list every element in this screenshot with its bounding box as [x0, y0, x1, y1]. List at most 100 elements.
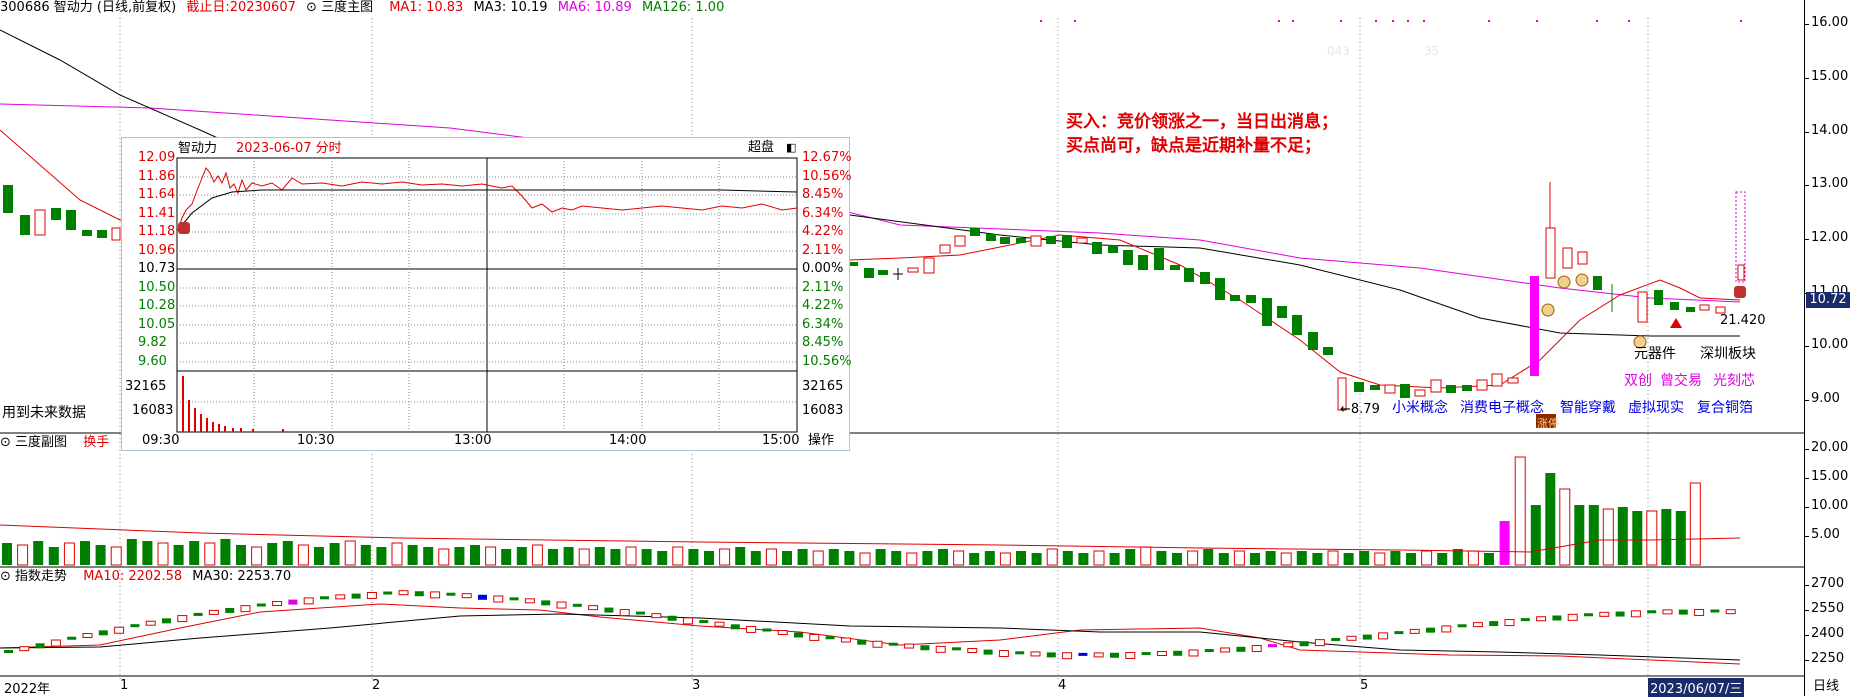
index-candle — [1314, 639, 1325, 647]
stock-title[interactable]: 300686 智动力 (日线,前复权) — [0, 0, 177, 15]
intraday-price-tick: 9.82 — [138, 335, 167, 350]
chevron-down-icon: ⊙ — [0, 435, 11, 450]
volume-bar — [1280, 552, 1292, 566]
window-restore-icon[interactable]: ◧ — [786, 141, 797, 154]
index-candle — [872, 640, 883, 648]
volume-bar — [704, 551, 714, 565]
volume-bar — [765, 548, 777, 566]
idx-ma10-value: MA10: 2202.58 — [83, 569, 183, 584]
volume-bar — [1250, 553, 1260, 565]
index-candle — [556, 601, 567, 609]
index-candle — [430, 591, 441, 599]
index-candle — [730, 624, 740, 630]
volume-bar — [891, 551, 902, 565]
index-candle — [682, 617, 693, 625]
concept-tag-6[interactable]: 智能穿戴 — [1560, 400, 1616, 416]
index-candle — [1078, 652, 1088, 656]
index-panel-selector[interactable]: ⊙ 指数走势 — [0, 569, 68, 584]
index-candle — [1409, 628, 1420, 634]
index-candle — [208, 609, 219, 615]
volume-bar — [1016, 551, 1026, 565]
volume-bar — [1187, 550, 1199, 566]
index-candle — [1251, 645, 1262, 653]
date-cursor-label: 2023/06/07/三 — [1648, 678, 1745, 697]
volume-bar — [1390, 551, 1401, 565]
main-panel-selector[interactable]: ⊙ 三度主图 — [306, 0, 374, 15]
index-candle — [19, 646, 30, 652]
index-candle — [809, 633, 820, 641]
vol-tick-5: 5.00 — [1811, 527, 1840, 542]
index-candle — [1125, 651, 1136, 659]
volume-bar — [236, 545, 246, 565]
kline-chart[interactable] — [0, 0, 1804, 696]
volume-bar — [33, 541, 44, 565]
index-candle — [1472, 622, 1483, 628]
volume-bar — [1233, 550, 1245, 566]
index-candle — [857, 639, 867, 645]
concept-tag-3[interactable]: 光刻芯 — [1713, 373, 1755, 389]
vol-tick-15: 15.00 — [1811, 469, 1849, 484]
concept-tag-5[interactable]: 消费电子概念 — [1460, 400, 1544, 416]
concept-tag-1[interactable]: 双创 — [1624, 373, 1652, 389]
volume-bar — [625, 546, 637, 566]
index-candle — [1156, 651, 1167, 657]
volume-bar — [1172, 553, 1182, 565]
intraday-mode[interactable]: 超盘 — [748, 140, 775, 155]
volume-bar — [407, 545, 418, 565]
index-candle — [1552, 615, 1562, 621]
intraday-price-tick: 10.50 — [138, 279, 176, 295]
volume-bar — [1437, 553, 1448, 565]
idx-tick-2700: 2700 — [1811, 576, 1845, 591]
volume-bar — [844, 551, 855, 565]
volume-bar — [859, 552, 871, 566]
time-label-5: 15:00 — [762, 433, 800, 448]
volume-bar — [1602, 508, 1614, 566]
volume-panel-header: ⊙ 三度副图 换手 — [0, 435, 115, 451]
board-label-1[interactable]: 元器件 — [1634, 346, 1676, 362]
intraday-price-tick: 9.60 — [138, 353, 167, 369]
concept-tag-2[interactable]: 曾交易 — [1660, 373, 1702, 389]
concept-tag-8[interactable]: 复合铜箔 — [1697, 400, 1753, 416]
period-label[interactable]: 日线 — [1813, 679, 1840, 694]
price-tick-15: 15.00 — [1811, 69, 1849, 84]
intraday-title: 2023-06-07 分时 — [236, 141, 342, 156]
volume-panel-selector[interactable]: ⊙ 三度副图 — [0, 435, 68, 450]
vol-ma-line — [0, 524, 1741, 553]
operate-button[interactable]: 操作 — [808, 433, 835, 448]
volume-bar — [531, 544, 543, 566]
index-candle — [478, 594, 487, 600]
index-candle — [461, 593, 472, 599]
volume-bar — [719, 548, 731, 566]
intraday-vol-mid-left: 16083 — [132, 403, 174, 418]
idx-ma30-line — [0, 613, 1741, 661]
future-data-note: 用到未来数据 — [2, 405, 86, 421]
volume-bar — [1046, 548, 1058, 566]
index-candle — [714, 621, 725, 627]
intraday-popup[interactable]: 智动力 2023-06-07 分时 超盘 ◧ 12.09 11.86 11.64 11… — [121, 137, 852, 451]
faint-text-2: 35 — [1424, 44, 1440, 58]
index-candle — [1615, 611, 1625, 617]
ma1-value: MA1: 10.83 — [389, 0, 464, 15]
volume-bar — [922, 551, 933, 565]
volume-bar — [1125, 549, 1136, 565]
limit-up-badge: 涨停 — [1537, 417, 1559, 430]
idx-tick-2550: 2550 — [1811, 601, 1845, 616]
volume-bar — [1156, 551, 1167, 565]
index-candle — [1141, 652, 1151, 656]
price-axis[interactable]: 16.00 15.00 14.00 13.00 12.00 11.00 10.0… — [1804, 0, 1850, 696]
index-candle — [288, 599, 298, 605]
index-candle — [1110, 652, 1119, 658]
index-candle — [746, 625, 757, 633]
volume-bar — [1218, 553, 1229, 565]
concept-tag-7[interactable]: 虚拟现实 — [1628, 400, 1684, 416]
volume-bar — [80, 541, 90, 565]
index-candle — [1204, 649, 1214, 653]
price-tick-10: 10.00 — [1811, 337, 1849, 352]
concept-tag-4[interactable]: 小米概念 — [1392, 400, 1448, 416]
index-candle — [240, 605, 251, 613]
cutoff-date: 截止日:20230607 — [186, 0, 296, 15]
index-candle — [303, 597, 314, 605]
volume-bar — [1588, 505, 1599, 565]
board-label-2[interactable]: 深圳板块 — [1700, 346, 1756, 362]
last-price-label: 21.420 — [1720, 313, 1766, 328]
